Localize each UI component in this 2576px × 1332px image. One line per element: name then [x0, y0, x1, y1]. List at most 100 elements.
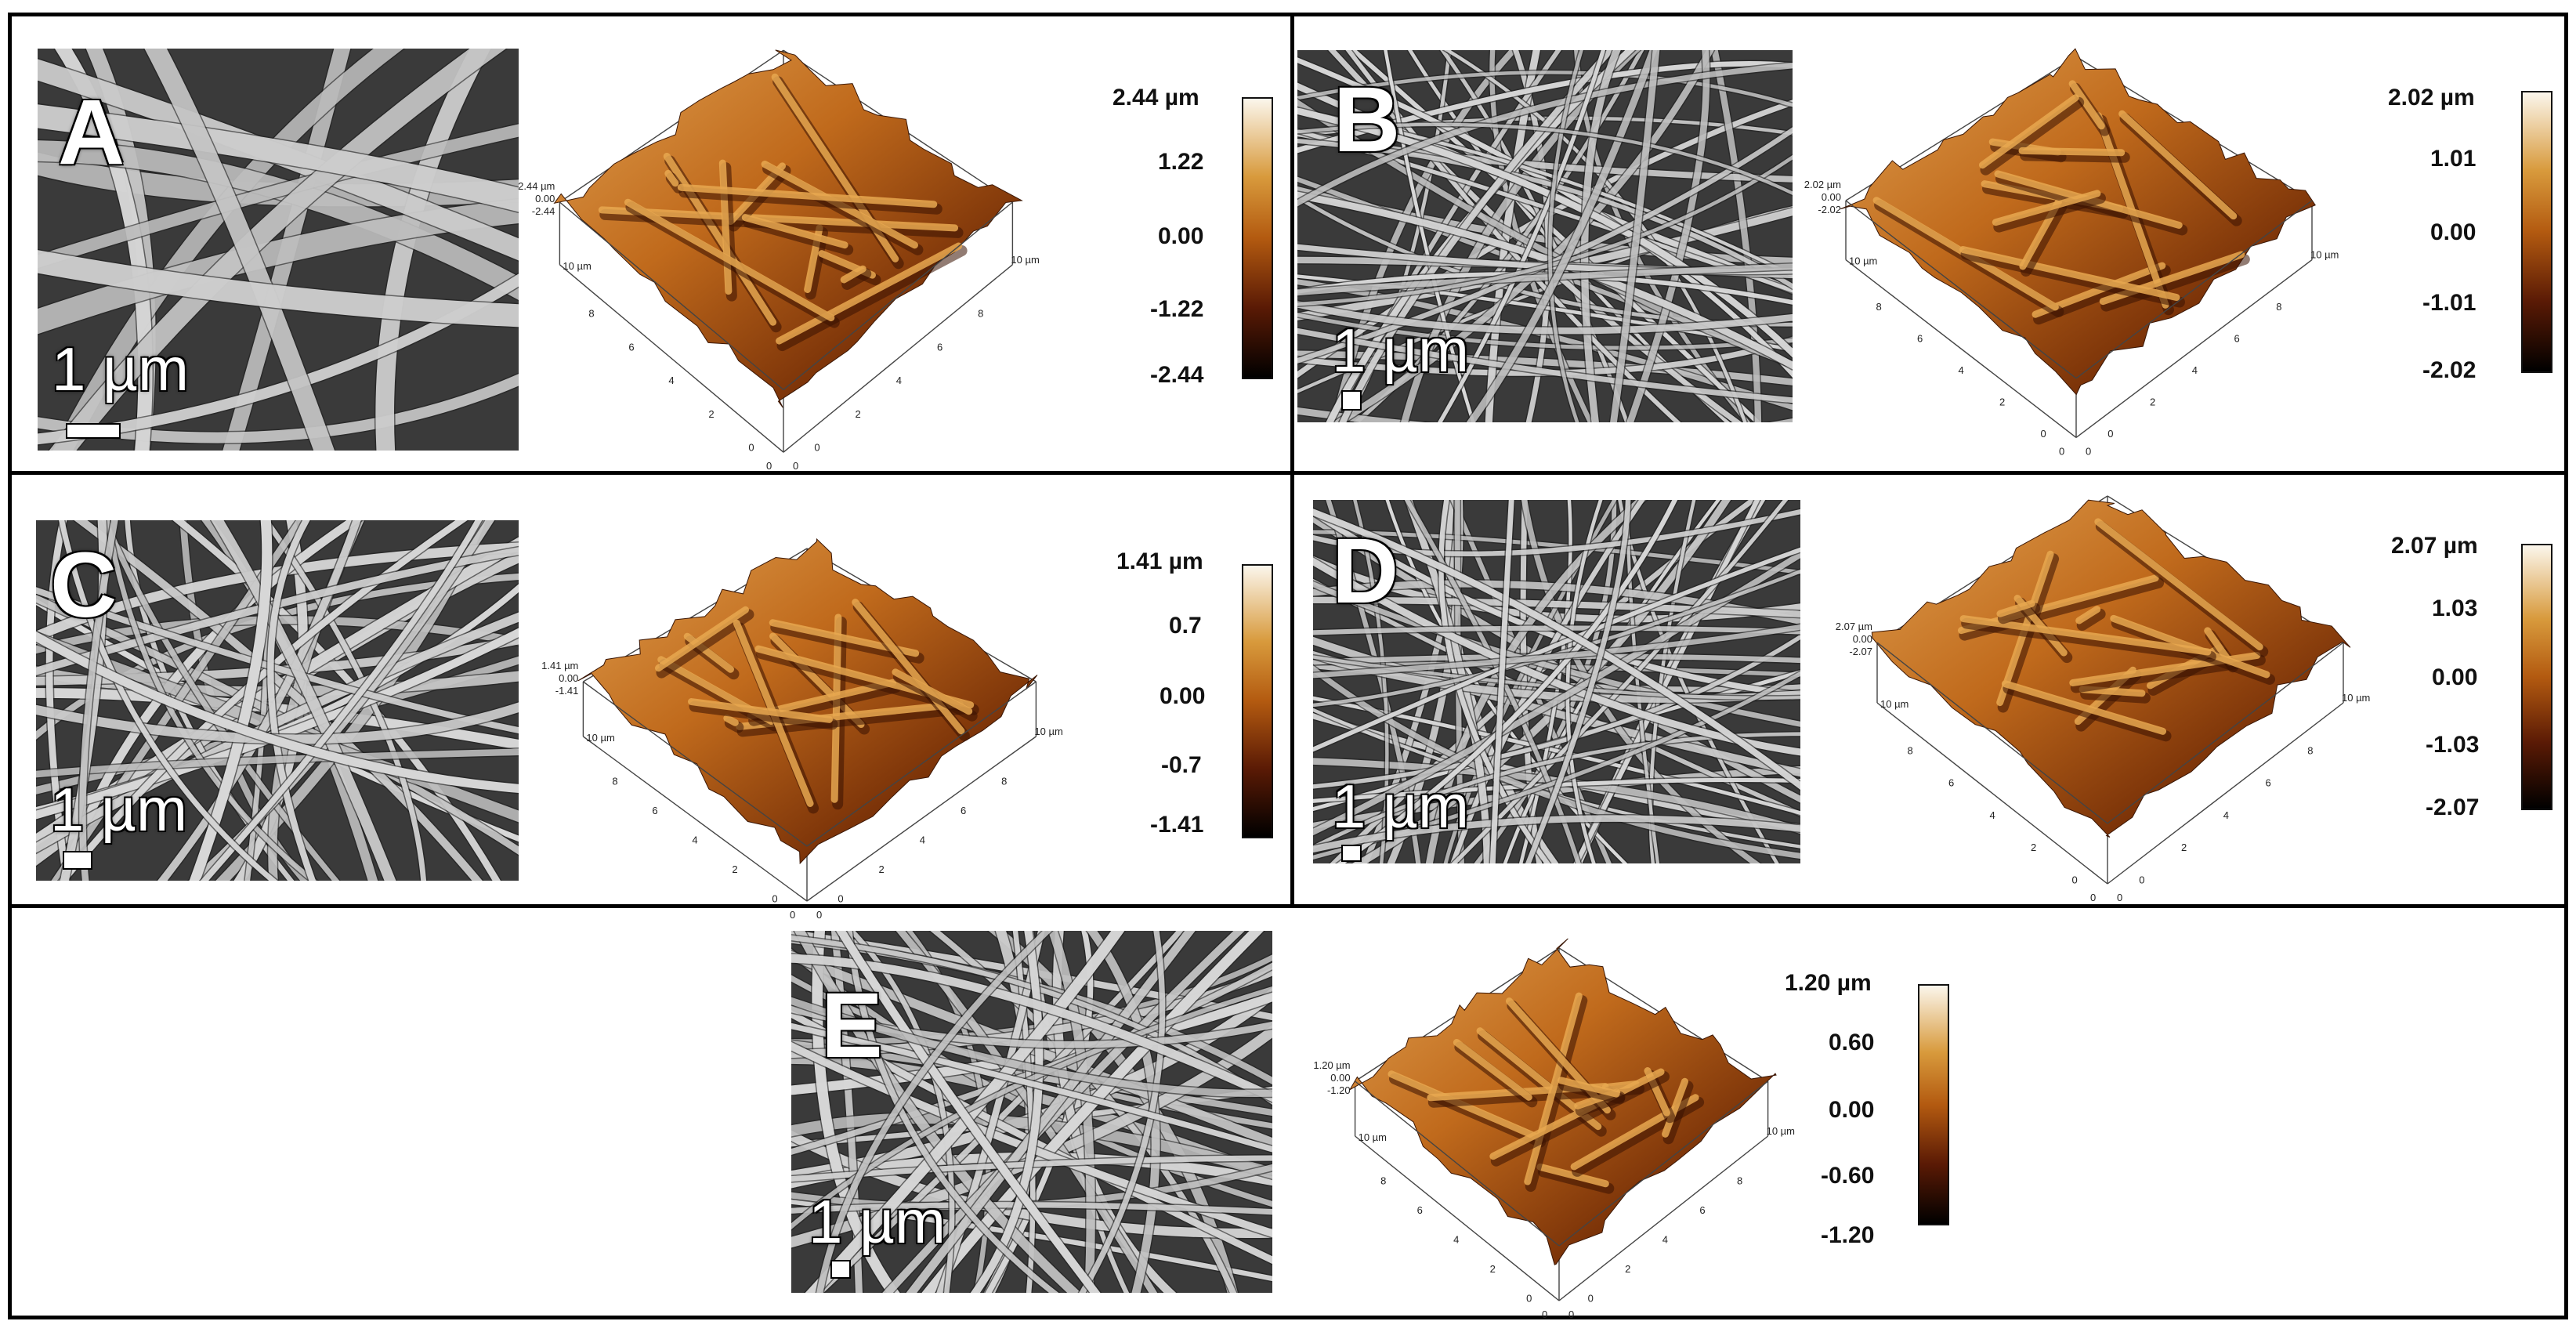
afm-axis-tick: 4: [1990, 809, 1995, 821]
afm-axis-tick: 8: [1001, 776, 1007, 787]
cbar-tick-e-3: -0.60: [1821, 1163, 1875, 1189]
afm-axis-tick: 0: [1542, 1308, 1547, 1320]
afm-axis-tick: 2: [856, 408, 861, 420]
afm-ridge: [664, 169, 679, 187]
afm-ridge: [2068, 80, 2105, 130]
afm-ridge: [677, 183, 938, 208]
afm-axis-tick: 8: [1876, 301, 1882, 313]
sem-fiber: [1297, 407, 1793, 422]
afm-ridge: [892, 668, 973, 715]
afm-axis-tick: 0: [2107, 428, 2113, 440]
afm-surface-svg: 1.41 µm0.00-1.41 10 µm 10 µm 8 8 6 6 4 4 2 2 0 0 0 0: [541, 538, 1063, 921]
afm-ridge: [1959, 245, 2180, 302]
sem-fiber: [38, 124, 519, 269]
afm-axis-tick: 0: [2072, 874, 2078, 885]
sem-fiber-texture: [1297, 50, 1793, 422]
afm-ridge: [2118, 110, 2238, 220]
sem-fiber: [36, 702, 519, 744]
sem-fiber: [49, 49, 507, 451]
cbar-tick-a-0: 2.44 µm: [1113, 85, 1199, 110]
sem-fiber: [267, 520, 317, 881]
cbar-tick-a-3: -1.22: [1150, 296, 1204, 322]
cbar-tick-a-2: 0.00: [1158, 223, 1204, 249]
afm-axis-tick: 8: [1908, 744, 1913, 756]
afm-axis-tick: 0: [1568, 1308, 1574, 1320]
afm-ridge-shadow: [841, 268, 872, 290]
afm-z-tick: -1.41: [555, 685, 579, 697]
afm-axis-unit: 10 µm: [1034, 726, 1062, 737]
panel-frame-e: [8, 904, 2568, 1319]
sem-fiber: [1297, 300, 1793, 335]
afm-axis-unit: 10 µm: [1359, 1131, 1387, 1143]
afm-box-edge: [806, 736, 1037, 902]
afm-ridge: [1557, 1077, 1620, 1098]
sem-fiber: [1297, 63, 1793, 207]
afm-axis-tick: 6: [937, 341, 942, 353]
afm-box-edge: [582, 681, 808, 847]
afm-z-tick: 1.20 µm: [1313, 1059, 1350, 1071]
color-scale-bar-c: [1242, 564, 1273, 838]
afm-axis-unit: 10 µm: [1880, 698, 1908, 710]
cbar-tick-b-4: -2.02: [2422, 357, 2477, 383]
afm-axis-tick: 6: [1917, 333, 1923, 345]
afm-box-edge: [2075, 259, 2313, 438]
sem-fiber: [812, 931, 900, 1293]
afm-box-edge: [783, 201, 1013, 390]
afm-axis-tick: 0: [766, 460, 772, 472]
afm-ridge-shadow: [2080, 688, 2151, 704]
cbar-tick-d-4: -2.07: [2426, 794, 2480, 820]
sem-fiber: [36, 542, 519, 642]
sem-fiber: [836, 931, 1101, 1293]
scale-label-b: 1 µm: [1332, 316, 1469, 385]
afm-box-edge: [2107, 642, 2344, 824]
afm-axis-tick: 2: [1625, 1263, 1630, 1275]
cbar-tick-a-1: 1.22: [1158, 149, 1204, 175]
cbar-tick-b-3: -1.01: [2422, 290, 2477, 316]
afm-ridge: [688, 698, 833, 723]
afm-z-tick: -1.20: [1327, 1084, 1351, 1096]
cbar-tick-c-3: -0.7: [1161, 752, 1202, 778]
afm-ridge: [723, 715, 739, 726]
afm-ridge: [718, 159, 733, 295]
afm-axis-tick: 6: [2234, 333, 2240, 345]
afm-axis-tick: 8: [978, 308, 983, 320]
sem-fiber: [1337, 500, 1678, 863]
afm-box-edge: [1845, 259, 2077, 438]
panel-label-b: B: [1333, 68, 1401, 172]
cbar-tick-d-1: 1.03: [2432, 595, 2478, 621]
sem-fiber: [375, 49, 491, 451]
afm-axis-tick: 8: [2276, 301, 2281, 313]
scale-bar-e: [830, 1260, 851, 1279]
afm-ridge-shadow: [1997, 603, 2041, 624]
afm-axis-tick: 2: [1999, 396, 2005, 408]
afm-axis-tick: 4: [1959, 364, 1964, 376]
afm-ridge: [840, 265, 867, 284]
afm-box-edge: [1876, 642, 2108, 824]
afm-ridge-shadow: [2100, 254, 2250, 312]
afm-z-tick: 2.02 µm: [1804, 179, 1841, 190]
sem-fiber: [1711, 50, 1762, 422]
cbar-tick-c-2: 0.00: [1160, 683, 1206, 709]
afm-3d-plot-c: 1.41 µm 0.00 -1.41 10 µm 10 µm 8 8 6 6 4 4 2 2 0 0 0 0: [541, 525, 1073, 921]
afm-axis-tick: 0: [748, 442, 754, 454]
afm-axis-tick: 2: [2181, 842, 2187, 853]
sem-fiber: [1525, 500, 1631, 863]
scale-label-d: 1 µm: [1332, 772, 1469, 841]
afm-ridge: [1978, 94, 2079, 169]
afm-ridge-shadow: [1980, 96, 2085, 176]
afm-axis-tick: 0: [814, 442, 819, 454]
sem-image-e: [791, 931, 1272, 1293]
sem-fiber: [791, 1023, 1272, 1153]
afm-box-edge: [2107, 702, 2344, 885]
afm-axis-tick: 8: [2307, 744, 2313, 756]
afm-axis-tick: 6: [961, 805, 966, 816]
afm-axis-unit: 10 µm: [1767, 1125, 1795, 1137]
afm-box-edge: [1558, 1135, 1769, 1301]
afm-ridge: [2001, 680, 2167, 735]
afm-axis-unit: 10 µm: [563, 260, 591, 272]
cbar-tick-e-4: -1.20: [1821, 1222, 1875, 1248]
cbar-tick-d-3: -1.03: [2426, 732, 2480, 758]
afm-ridge-shadow: [743, 216, 854, 255]
sem-fiber: [38, 104, 519, 212]
cbar-tick-e-1: 0.60: [1829, 1030, 1875, 1055]
